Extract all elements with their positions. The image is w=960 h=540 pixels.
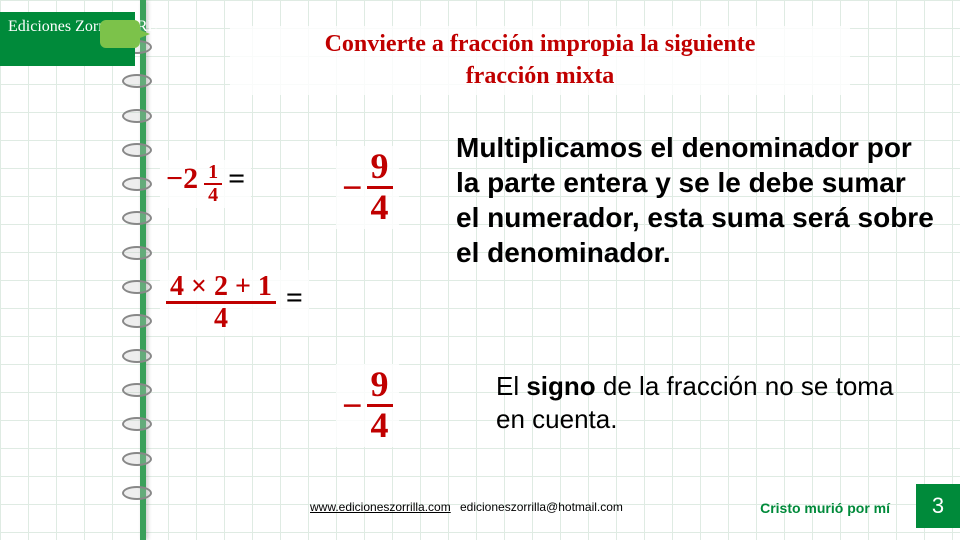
page-number: 3 xyxy=(916,484,960,528)
result2-sign: − xyxy=(342,385,363,425)
title-part-1: Convierte a xyxy=(325,31,450,57)
brand-puzzle-icon xyxy=(100,20,140,48)
footer-url[interactable]: www.edicioneszorrilla.com xyxy=(310,500,451,514)
math-mixed-fraction: −2 1 4 = xyxy=(160,160,251,208)
explanation-paragraph-1: Multiplicamos el denominador por la part… xyxy=(456,130,936,270)
result1-num: 9 xyxy=(367,148,393,186)
math-expansion: 4 × 2 + 1 4 = xyxy=(160,270,309,336)
result1-den: 4 xyxy=(367,189,393,227)
title-key-term: fracción impropia xyxy=(450,31,634,57)
mixed-num: 1 xyxy=(204,162,222,183)
footer-motto: Cristo murió por mí xyxy=(760,500,890,516)
p2-pre: El xyxy=(496,371,526,401)
math-result-top: − 9 4 xyxy=(336,146,399,229)
math-result-bottom: − 9 4 xyxy=(336,364,399,447)
footer-email: edicioneszorrilla@hotmail.com xyxy=(460,500,623,514)
result2-num: 9 xyxy=(367,366,393,404)
mixed-whole: −2 xyxy=(166,162,198,195)
title-part-2: la siguiente xyxy=(640,31,755,57)
page-number-value: 3 xyxy=(932,493,944,519)
result2-den: 4 xyxy=(367,407,393,445)
result1-sign: − xyxy=(342,167,363,207)
mixed-den: 4 xyxy=(204,185,222,206)
title-line-2: fracción mixta xyxy=(466,63,615,89)
equals-1: = xyxy=(228,162,245,195)
slide-title: Convierte a fracción impropia la siguien… xyxy=(230,26,850,95)
equals-2: = xyxy=(286,281,303,314)
p2-bold: signo xyxy=(526,371,595,401)
expansion-den: 4 xyxy=(210,304,232,333)
expansion-num: 4 × 2 + 1 xyxy=(166,272,276,301)
explanation-paragraph-2: El signo de la fracción no se toma en cu… xyxy=(496,370,916,435)
spiral-binding xyxy=(122,40,152,500)
